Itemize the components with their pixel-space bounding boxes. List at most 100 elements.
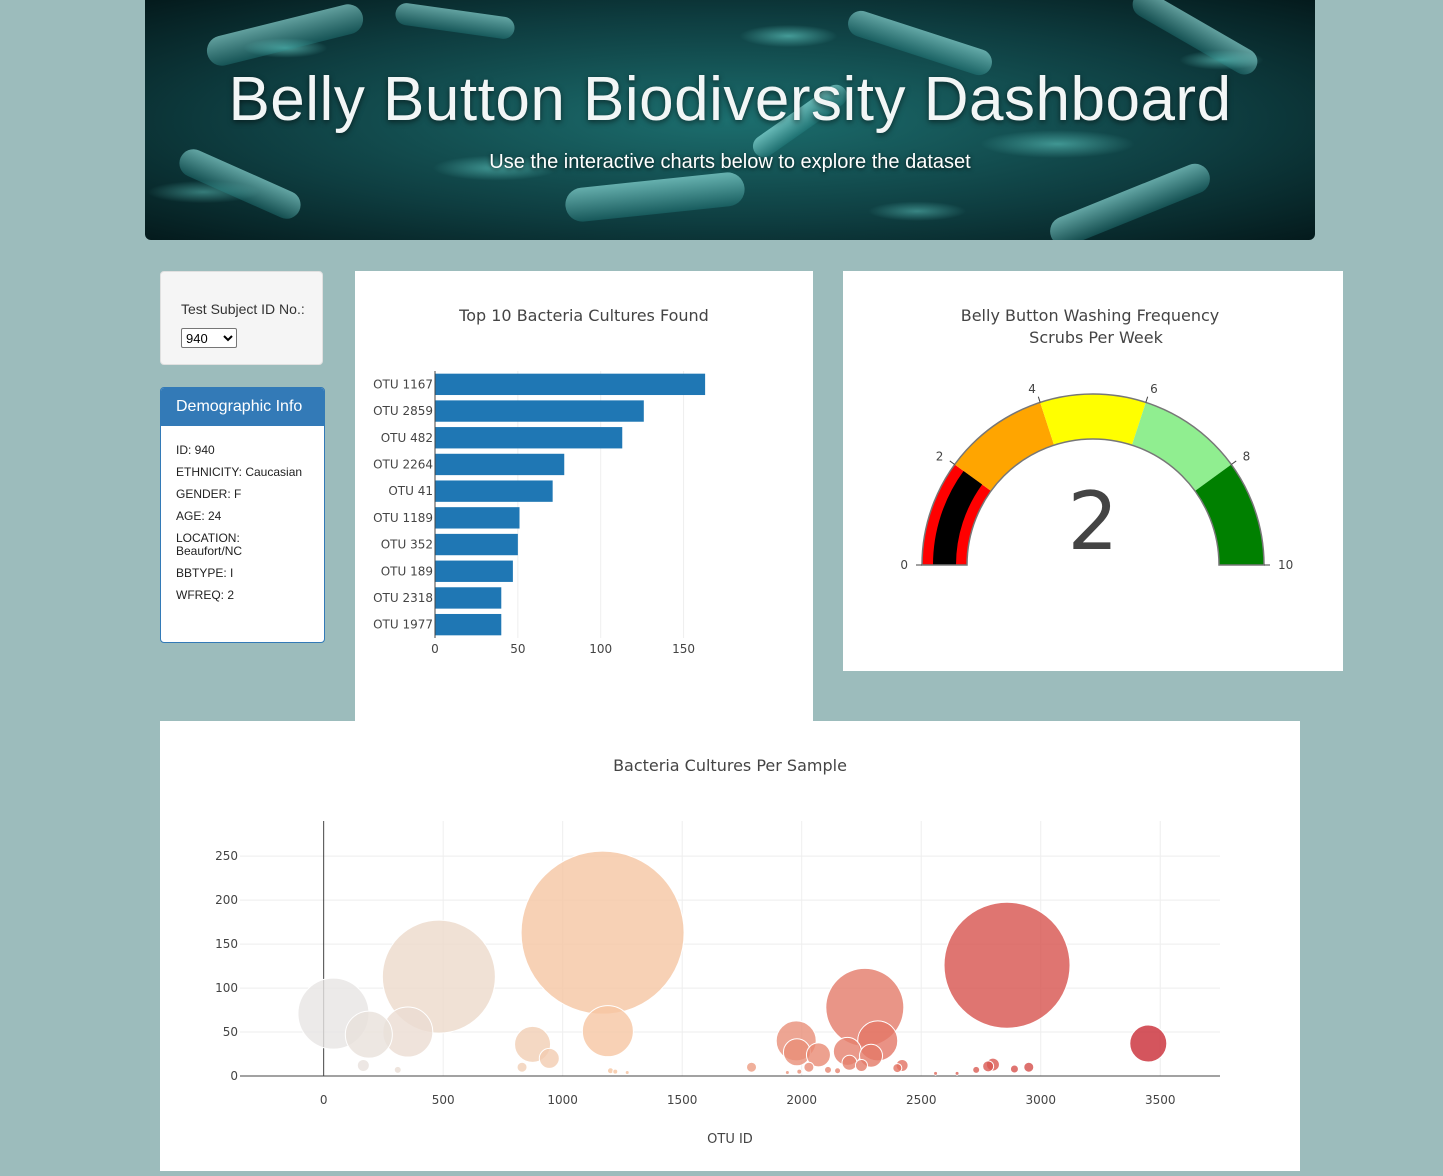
bubble-mark [954, 1070, 960, 1076]
bubble-mark [344, 1010, 393, 1059]
gauge-outline [921, 393, 1265, 566]
bubble-x-tick-label: 1000 [547, 1093, 578, 1107]
bubble-mark [1009, 1064, 1019, 1074]
bar-mark [435, 507, 520, 529]
bar-category-label: OTU 1977 [373, 618, 433, 632]
bubble-mark [841, 1054, 858, 1071]
bubble-mark [1023, 1061, 1035, 1073]
bubble-mark [516, 1061, 528, 1073]
gauge-tick [1145, 396, 1149, 403]
bacteria-decoration [394, 1, 516, 41]
bar-mark [435, 373, 706, 396]
bar-category-label: OTU 2264 [373, 457, 433, 471]
gauge-step [954, 402, 1055, 491]
gauge-chart[interactable]: Belly Button Washing Frequency Scrubs Pe… [843, 271, 1343, 671]
bubble-y-tick-label: 150 [215, 937, 238, 951]
bar-category-label: OTU 482 [381, 431, 433, 445]
bubble-mark [784, 1069, 790, 1075]
bar-category-label: OTU 189 [381, 564, 433, 578]
bubble-mark [612, 1068, 619, 1075]
bar-x-tick-label: 150 [672, 642, 695, 656]
bar-mark [435, 533, 518, 556]
bubble-mark [854, 1058, 868, 1072]
bubble-y-tick-label: 250 [215, 849, 238, 863]
gauge-tick-label: 4 [1028, 382, 1036, 396]
bubble-y-tick-label: 200 [215, 893, 238, 907]
bubble-mark [803, 1061, 815, 1073]
bar-chart-title: Top 10 Bacteria Cultures Found [458, 306, 709, 325]
bubble-mark [796, 1068, 803, 1075]
bubble-x-tick-label: 0 [320, 1093, 328, 1107]
gauge-step [1040, 394, 1146, 446]
gauge-tick-label: 2 [936, 449, 944, 463]
demographic-panel-heading: Demographic Info [161, 388, 324, 426]
bar-mark [435, 400, 644, 422]
bacteria-decoration [563, 170, 747, 224]
bar-category-label: OTU 41 [388, 484, 433, 498]
bar-category-label: OTU 1189 [373, 511, 433, 525]
gauge-tick [949, 460, 955, 465]
gauge-tick-label: 0 [900, 558, 908, 572]
bar-category-label: OTU 2318 [373, 591, 433, 605]
meta-id: ID: 940 [176, 443, 215, 457]
subject-id-select[interactable]: 940 [181, 328, 237, 348]
bubble-chart-card: Bacteria Cultures Per Sample OTU ID 0 500… [160, 721, 1300, 1171]
bubble-x-tick-label: 3500 [1145, 1093, 1176, 1107]
bar-mark [435, 613, 502, 636]
bubble-mark [624, 1069, 630, 1075]
bubble-mark [581, 1005, 634, 1058]
bar-mark [435, 427, 623, 449]
bar-mark [435, 560, 513, 582]
gauge-title-line1: Belly Button Washing Frequency [961, 306, 1220, 325]
bubble-x-tick-label: 500 [432, 1093, 455, 1107]
bubble-mark [943, 901, 1071, 1029]
bubble-mark [805, 1042, 831, 1068]
bubble-mark [982, 1060, 995, 1073]
meta-gender: GENDER: F [176, 487, 242, 501]
bubble-x-tick-label: 1500 [667, 1093, 698, 1107]
meta-age: AGE: 24 [176, 509, 222, 523]
subject-selector-well: Test Subject ID No.: 940 [160, 271, 323, 365]
gauge-tick-label: 8 [1243, 449, 1251, 463]
bubble-mark [834, 1067, 842, 1075]
bubble-chart-title: Bacteria Cultures Per Sample [613, 756, 847, 775]
demographic-panel: Demographic Info ID: 940 ETHNICITY: Cauc… [160, 387, 325, 643]
bar-mark [435, 453, 565, 476]
gauge-tick [1231, 460, 1237, 465]
bubble-mark [520, 850, 685, 1015]
bubble-mark [1129, 1024, 1168, 1063]
page-subtitle: Use the interactive charts below to expl… [489, 151, 971, 173]
meta-ethnicity: ETHNICITY: Caucasian [176, 465, 303, 479]
bar-x-tick-label: 50 [510, 642, 525, 656]
gauge-value-bar [933, 470, 983, 565]
bar-mark [435, 480, 553, 502]
bar-mark [435, 587, 502, 609]
bar-chart[interactable]: Top 10 Bacteria Cultures Found 0 50 100 150… [355, 271, 813, 721]
demographic-panel-body: ID: 940 ETHNICITY: Caucasian GENDER: F A… [161, 426, 324, 602]
bar-category-label: OTU 2859 [373, 404, 433, 418]
bar-x-tick-label: 100 [589, 642, 612, 656]
bubble-mark [824, 1065, 832, 1074]
bubble-x-tick-label: 3000 [1025, 1093, 1056, 1107]
bar-chart-card: Top 10 Bacteria Cultures Found 0 50 100 150… [355, 271, 813, 721]
meta-wfreq: WFREQ: 2 [176, 588, 235, 602]
bubble-mark [933, 1070, 939, 1076]
bar-category-label: OTU 352 [381, 538, 433, 552]
bubble-y-tick-label: 0 [230, 1069, 238, 1083]
gauge-tick-label: 10 [1278, 558, 1293, 572]
bubble-x-axis-label: OTU ID [707, 1132, 753, 1147]
bar-category-label: OTU 1167 [373, 377, 433, 391]
bubble-mark [538, 1047, 560, 1069]
bubble-x-tick-label: 2500 [906, 1093, 937, 1107]
meta-location: LOCATION: Beaufort/NC [176, 531, 243, 558]
bubble-chart[interactable]: Bacteria Cultures Per Sample OTU ID 0 500… [160, 721, 1300, 1171]
gauge-chart-card: Belly Button Washing Frequency Scrubs Pe… [843, 271, 1343, 671]
gauge-tick-label: 6 [1150, 382, 1158, 396]
gauge-step [1194, 464, 1264, 565]
bubble-mark [892, 1063, 903, 1074]
bacteria-decoration [203, 1, 367, 69]
bubble-x-tick-label: 2000 [786, 1093, 817, 1107]
gauge-value: 2 [1068, 475, 1119, 568]
subject-selector-label: Test Subject ID No.: [181, 301, 305, 317]
bubble-mark [746, 1061, 758, 1073]
